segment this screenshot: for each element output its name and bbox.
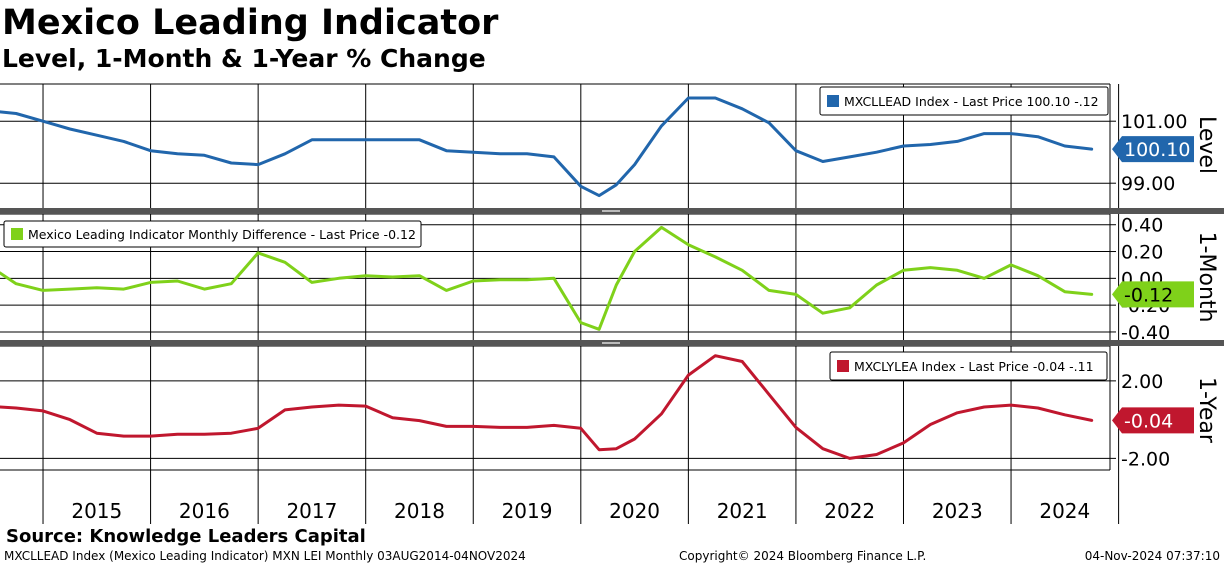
x-tick-label: 2018 bbox=[394, 499, 445, 523]
legend-swatch bbox=[827, 95, 839, 107]
legend-label: MXCLLEAD Index - Last Price 100.10 -.12 bbox=[844, 94, 1099, 109]
y-tick-label: -2.00 bbox=[1121, 448, 1170, 470]
y-tick-label: 0.40 bbox=[1121, 215, 1163, 237]
chart-title: Mexico Leading Indicator bbox=[2, 3, 499, 43]
series-line-1-month bbox=[0, 225, 1094, 331]
legend-box bbox=[829, 351, 1108, 381]
footer-timestamp: 04-Nov-2024 07:37:10 bbox=[1084, 549, 1220, 563]
last-value-label: 100.10 bbox=[1124, 139, 1190, 161]
last-value-tag bbox=[1112, 281, 1194, 308]
x-tick-label: 2017 bbox=[286, 499, 337, 523]
legend-swatch bbox=[11, 228, 23, 240]
last-value-tag bbox=[1112, 407, 1194, 434]
x-tick-label: 2023 bbox=[932, 499, 983, 523]
legend-box bbox=[3, 220, 422, 248]
x-tick-label: 2021 bbox=[717, 499, 768, 523]
y-tick-label: -0.40 bbox=[1121, 322, 1170, 344]
x-tick-label: 2022 bbox=[824, 499, 875, 523]
x-tick-label: 2020 bbox=[609, 499, 660, 523]
x-tick-label: 2019 bbox=[502, 499, 553, 523]
y-tick-label: 99.00 bbox=[1121, 173, 1175, 195]
footer-description: MXCLLEAD Index (Mexico Leading Indicator… bbox=[4, 549, 526, 563]
y-tick-label: 2.00 bbox=[1121, 371, 1163, 393]
series-line-1-year bbox=[0, 354, 1094, 460]
separator-grip bbox=[602, 210, 620, 212]
y-tick-label: 0.20 bbox=[1121, 242, 1163, 264]
panel-title: 1-Month bbox=[1194, 232, 1219, 323]
footer-copyright: Copyright© 2024 Bloomberg Finance L.P. bbox=[679, 549, 927, 563]
series-line-level bbox=[0, 96, 1094, 198]
last-value-label: -0.12 bbox=[1124, 284, 1173, 306]
last-value-label: -0.04 bbox=[1124, 410, 1173, 432]
legend-label: MXCLYLEA Index - Last Price -0.04 -.11 bbox=[854, 359, 1094, 374]
source-note: Source: Knowledge Leaders Capital bbox=[6, 526, 366, 547]
x-tick-label: 2015 bbox=[71, 499, 122, 523]
panel-title: Level bbox=[1194, 116, 1219, 174]
panel-title: 1-Year bbox=[1194, 377, 1219, 444]
last-value-tag bbox=[1112, 136, 1194, 163]
legend-label: Mexico Leading Indicator Monthly Differe… bbox=[28, 227, 416, 242]
chart-subtitle: Level, 1-Month & 1-Year % Change bbox=[2, 44, 486, 73]
x-tick-label: 2024 bbox=[1039, 499, 1090, 523]
x-tick-label: 2016 bbox=[179, 499, 230, 523]
separator-grip bbox=[602, 342, 620, 344]
legend-box bbox=[819, 86, 1109, 116]
legend-swatch bbox=[837, 360, 849, 372]
y-tick-label: 101.00 bbox=[1121, 111, 1187, 133]
